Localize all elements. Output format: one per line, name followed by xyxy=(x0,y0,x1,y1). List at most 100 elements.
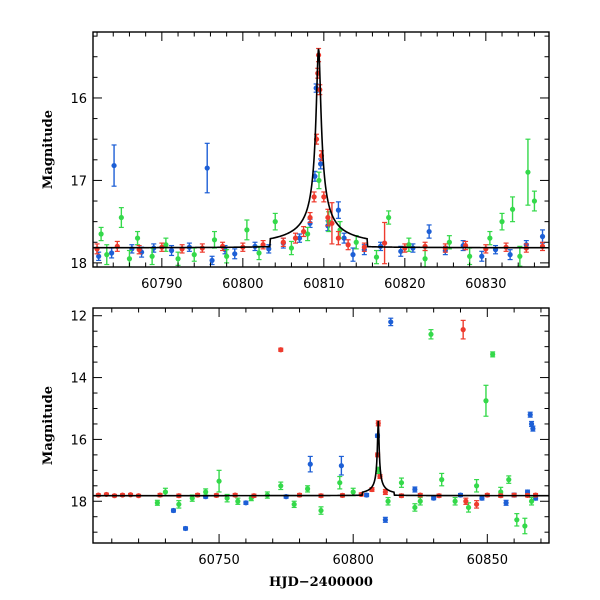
bottom-panel-full: 60750 60800 60850 12 14 16 18 Magnitude HJD−2400… xyxy=(41,307,550,590)
top-x-tick-label: 60830 xyxy=(465,277,506,292)
top-blue-point xyxy=(312,170,318,182)
top-red-point xyxy=(114,240,120,252)
top-blue-point xyxy=(204,142,210,194)
top-green-point xyxy=(373,249,380,265)
bottom-green-point xyxy=(216,469,222,493)
top-blue-point xyxy=(341,232,347,244)
bottom-green-point xyxy=(162,487,169,497)
top-green-point xyxy=(316,171,322,190)
top-red-point xyxy=(292,232,299,244)
top-green-point xyxy=(244,219,250,241)
top-red-point xyxy=(325,208,331,227)
top-blue-point xyxy=(539,229,546,244)
top-blue-point xyxy=(335,201,342,219)
bottom-green-point xyxy=(235,497,241,505)
bottom-red-point xyxy=(127,492,134,498)
bottom-plot-area xyxy=(93,317,549,535)
bottom-green-point xyxy=(439,472,445,487)
top-axes-frame xyxy=(92,31,550,268)
bottom-blue-point xyxy=(527,411,533,418)
top-green-point xyxy=(191,247,197,262)
bottom-green-point xyxy=(398,477,405,488)
bottom-green-point xyxy=(337,475,343,490)
top-panel-zoom: 60790 60800 60810 60820 60830 16 17 18 Magnitude xyxy=(41,31,550,292)
bottom-red-point xyxy=(398,493,405,499)
bottom-y-tick-label: 12 xyxy=(70,310,87,325)
bottom-blue-point xyxy=(243,500,249,506)
bottom-blue-point xyxy=(503,499,509,506)
top-green-point xyxy=(98,226,104,242)
bottom-blue-point xyxy=(338,455,344,476)
top-y-tick-label: 17 xyxy=(70,174,87,189)
top-blue-point xyxy=(109,247,115,259)
top-green-point xyxy=(499,212,505,231)
bottom-blue-point xyxy=(530,425,536,432)
top-blue-point xyxy=(209,255,215,266)
top-green-point xyxy=(118,207,124,229)
top-red-point xyxy=(280,237,286,247)
bottom-blue-point xyxy=(170,507,177,514)
top-model-curve xyxy=(93,48,549,249)
bottom-green-point xyxy=(412,503,418,512)
bottom-green-point xyxy=(506,475,512,484)
bottom-blue-point xyxy=(283,494,289,500)
bottom-red-point xyxy=(473,500,480,509)
bottom-green-point xyxy=(473,479,480,493)
top-green-point xyxy=(288,240,295,256)
top-green-point xyxy=(531,190,538,212)
bottom-red-point xyxy=(463,497,469,505)
top-red-point xyxy=(321,191,327,203)
top-green-point xyxy=(446,235,452,250)
bottom-green-point xyxy=(176,500,182,509)
top-red-point xyxy=(381,221,388,265)
bottom-series-red xyxy=(95,319,539,509)
bottom-green-point xyxy=(318,506,324,515)
top-red-point xyxy=(345,239,351,251)
top-x-tick-label: 60790 xyxy=(141,277,182,292)
top-red-point xyxy=(300,225,307,238)
top-green-point xyxy=(134,230,141,246)
bottom-x-tick-label: 60850 xyxy=(467,553,508,568)
top-green-point xyxy=(509,196,516,223)
top-y-axis-title: Magnitude xyxy=(41,110,56,189)
bottom-x-tick-label: 60750 xyxy=(198,553,239,568)
top-blue-point xyxy=(350,247,356,262)
bottom-green-point xyxy=(428,329,434,340)
bottom-green-point xyxy=(490,351,496,358)
top-green-point xyxy=(517,245,523,267)
top-green-point xyxy=(386,210,392,225)
bottom-blue-point xyxy=(388,317,394,327)
top-x-tick-label: 60820 xyxy=(384,277,425,292)
top-red-point xyxy=(361,242,367,252)
top-x-tick-label: 60810 xyxy=(303,277,344,292)
top-green-point xyxy=(487,230,493,246)
top-blue-point xyxy=(296,233,303,243)
top-blue-point xyxy=(232,248,238,260)
top-green-point xyxy=(163,237,169,252)
top-green-point xyxy=(353,235,359,250)
bottom-green-point xyxy=(304,485,311,493)
top-blue-point xyxy=(492,244,499,255)
top-blue-point xyxy=(111,144,117,187)
top-blue-point xyxy=(479,250,485,262)
top-green-point xyxy=(272,212,278,231)
bottom-red-point xyxy=(460,319,466,340)
top-y-tick-label: 18 xyxy=(70,257,87,272)
bottom-green-point xyxy=(291,500,297,509)
bottom-x-tick-label: 60800 xyxy=(333,553,374,568)
top-blue-point xyxy=(426,224,432,239)
bottom-blue-point xyxy=(364,492,370,498)
bottom-green-point xyxy=(385,496,391,506)
top-green-point xyxy=(126,249,133,267)
bottom-green-point xyxy=(465,502,472,513)
bottom-green-point xyxy=(417,496,423,506)
bottom-green-point xyxy=(154,499,160,506)
top-green-point xyxy=(305,226,311,242)
top-red-point xyxy=(307,211,313,224)
top-green-point xyxy=(211,230,218,249)
top-green-point xyxy=(224,249,230,264)
top-green-point xyxy=(406,237,412,252)
top-y-tick-label: 16 xyxy=(70,92,87,107)
bottom-green-point xyxy=(483,384,489,417)
bottom-y-tick-label: 14 xyxy=(70,372,87,387)
